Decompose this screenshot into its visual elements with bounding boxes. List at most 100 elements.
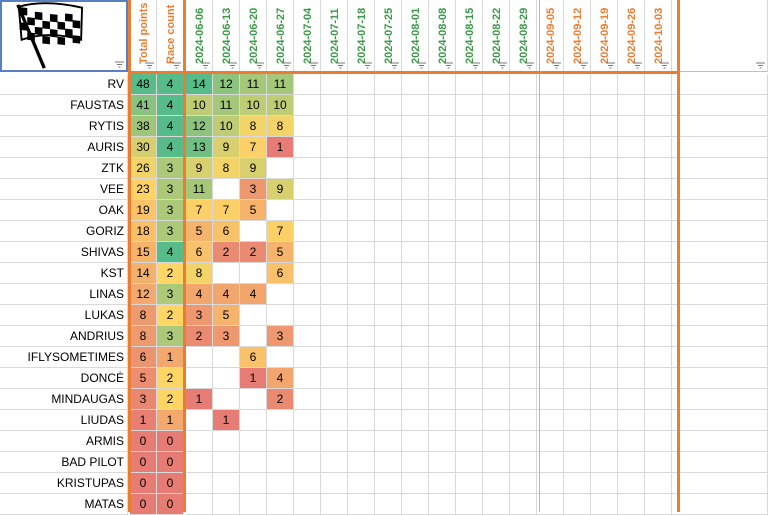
race-points-cell[interactable]: [375, 221, 402, 242]
race-points-cell[interactable]: [537, 431, 564, 452]
total-points-cell[interactable]: 6: [130, 347, 157, 368]
race-points-cell[interactable]: [294, 263, 321, 284]
race-points-cell[interactable]: [402, 410, 429, 431]
race-points-cell[interactable]: [321, 137, 348, 158]
race-points-cell[interactable]: 9: [267, 179, 294, 200]
race-points-cell[interactable]: [591, 368, 618, 389]
blank-cell[interactable]: [672, 263, 768, 284]
race-points-cell[interactable]: 10: [213, 116, 240, 137]
total-points-cell[interactable]: 14: [130, 263, 157, 284]
race-points-cell[interactable]: [267, 284, 294, 305]
filter-icon[interactable]: [660, 62, 669, 69]
date-header-2024-08-08[interactable]: 2024-08-08: [429, 0, 456, 72]
total-points-cell[interactable]: 5: [130, 368, 157, 389]
race-points-cell[interactable]: [510, 116, 537, 137]
filter-icon[interactable]: [228, 62, 237, 69]
race-points-cell[interactable]: [537, 284, 564, 305]
race-points-cell[interactable]: [456, 431, 483, 452]
race-points-cell[interactable]: [294, 95, 321, 116]
race-points-cell[interactable]: [483, 242, 510, 263]
race-points-cell[interactable]: [645, 305, 672, 326]
race-points-cell[interactable]: [429, 347, 456, 368]
race-points-cell[interactable]: [564, 473, 591, 494]
race-points-cell[interactable]: [294, 242, 321, 263]
race-points-cell[interactable]: [429, 410, 456, 431]
race-points-cell[interactable]: [564, 389, 591, 410]
race-points-cell[interactable]: [213, 431, 240, 452]
race-points-cell[interactable]: [348, 452, 375, 473]
race-count-cell[interactable]: 4: [157, 95, 184, 116]
date-header-2024-09-19[interactable]: 2024-09-19: [591, 0, 618, 72]
race-points-cell[interactable]: [483, 347, 510, 368]
pilot-name[interactable]: OAK: [0, 200, 128, 221]
date-header-2024-07-18[interactable]: 2024-07-18: [348, 0, 375, 72]
race-points-cell[interactable]: [375, 431, 402, 452]
race-points-cell[interactable]: [591, 263, 618, 284]
race-points-cell[interactable]: [618, 221, 645, 242]
race-points-cell[interactable]: 6: [213, 221, 240, 242]
filter-icon[interactable]: [444, 62, 453, 69]
race-points-cell[interactable]: [294, 116, 321, 137]
race-points-cell[interactable]: [402, 95, 429, 116]
total-points-cell[interactable]: 48: [130, 74, 157, 95]
race-points-cell[interactable]: [645, 74, 672, 95]
race-points-cell[interactable]: [213, 179, 240, 200]
race-points-cell[interactable]: [510, 305, 537, 326]
date-header-2024-08-15[interactable]: 2024-08-15: [456, 0, 483, 72]
race-points-cell[interactable]: [618, 389, 645, 410]
race-points-cell[interactable]: 10: [186, 95, 213, 116]
race-points-cell[interactable]: [402, 74, 429, 95]
race-points-cell[interactable]: [456, 473, 483, 494]
race-points-cell[interactable]: [591, 74, 618, 95]
race-points-cell[interactable]: [294, 326, 321, 347]
race-points-cell[interactable]: [564, 137, 591, 158]
race-points-cell[interactable]: [375, 368, 402, 389]
race-points-cell[interactable]: [645, 242, 672, 263]
race-points-cell[interactable]: [591, 95, 618, 116]
filter-icon[interactable]: [417, 62, 426, 69]
race-points-cell[interactable]: [321, 305, 348, 326]
race-points-cell[interactable]: [402, 473, 429, 494]
race-points-cell[interactable]: [240, 452, 267, 473]
pilot-name[interactable]: ARMIS: [0, 431, 128, 452]
race-points-cell[interactable]: 3: [240, 179, 267, 200]
race-points-cell[interactable]: [321, 284, 348, 305]
race-points-cell[interactable]: [618, 431, 645, 452]
total-points-cell[interactable]: 30: [130, 137, 157, 158]
race-points-cell[interactable]: [483, 200, 510, 221]
total-points-cell[interactable]: 0: [130, 473, 157, 494]
race-points-cell[interactable]: [456, 305, 483, 326]
race-points-cell[interactable]: [483, 368, 510, 389]
race-points-cell[interactable]: [429, 263, 456, 284]
race-points-cell[interactable]: [510, 137, 537, 158]
pilot-name[interactable]: IFLYSOMETIMES: [0, 347, 128, 368]
race-points-cell[interactable]: [483, 452, 510, 473]
race-count-cell[interactable]: 3: [157, 158, 184, 179]
race-points-cell[interactable]: [321, 431, 348, 452]
pilot-name[interactable]: FAUSTAS: [0, 95, 128, 116]
race-points-cell[interactable]: [294, 368, 321, 389]
race-points-cell[interactable]: [483, 431, 510, 452]
race-points-cell[interactable]: 10: [267, 95, 294, 116]
race-points-cell[interactable]: [645, 179, 672, 200]
race-points-cell[interactable]: [645, 326, 672, 347]
pilot-name[interactable]: LINAS: [0, 284, 128, 305]
race-points-cell[interactable]: 14: [186, 74, 213, 95]
race-points-cell[interactable]: [429, 95, 456, 116]
race-points-cell[interactable]: [429, 179, 456, 200]
filter-icon[interactable]: [282, 62, 291, 69]
race-points-cell[interactable]: [402, 326, 429, 347]
blank-cell[interactable]: [672, 389, 768, 410]
race-points-cell[interactable]: [429, 242, 456, 263]
race-points-cell[interactable]: [456, 95, 483, 116]
race-points-cell[interactable]: 4: [267, 368, 294, 389]
race-count-cell[interactable]: 3: [157, 284, 184, 305]
filter-icon[interactable]: [606, 62, 615, 69]
race-points-cell[interactable]: [510, 326, 537, 347]
race-points-cell[interactable]: [321, 242, 348, 263]
total-points-cell[interactable]: 26: [130, 158, 157, 179]
race-points-cell[interactable]: 2: [240, 242, 267, 263]
blank-cell[interactable]: [672, 116, 768, 137]
race-points-cell[interactable]: [375, 410, 402, 431]
race-points-cell[interactable]: [483, 284, 510, 305]
